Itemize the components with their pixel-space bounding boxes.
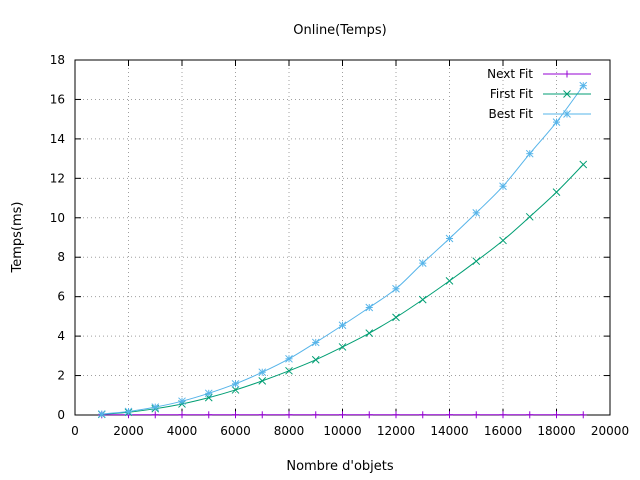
data-point [553,411,560,419]
y-tick-label: 16 [50,92,65,106]
data-point [231,386,240,394]
x-tick-label: 4000 [167,424,198,438]
legend-item: First Fit [490,87,591,101]
data-point [258,411,266,419]
data-point [579,81,588,90]
data-point [525,149,534,158]
data-point [579,411,587,419]
data-point [285,411,293,419]
y-tick-label: 10 [50,211,65,225]
data-point [579,160,588,169]
y-tick-label: 14 [50,132,65,146]
x-tick-label: 16000 [484,424,522,438]
y-tick-label: 12 [50,171,65,185]
x-tick-label: 14000 [430,424,468,438]
data-point [365,303,374,312]
data-point [285,354,293,363]
x-axis-label: Nombre d'objets [286,459,394,474]
data-point [445,277,454,285]
data-point [97,410,106,418]
data-point [419,411,427,419]
legend-label: Best Fit [489,107,534,121]
data-point [472,411,480,419]
data-point [499,236,507,245]
series-first-fit [97,160,588,419]
data-point [311,338,320,347]
data-point [418,259,427,267]
legend-item: Best Fit [489,107,591,121]
data-point [338,343,347,351]
x-tick-label: 20000 [591,424,629,438]
data-point [365,329,374,338]
chart-title: Online(Temps) [293,23,387,38]
data-point [552,188,561,196]
data-point [499,182,507,191]
x-tick-label: 12000 [377,424,415,438]
data-point [312,411,320,419]
data-point [178,411,186,419]
series-next-fit [98,411,587,419]
data-point [285,366,293,375]
data-point [446,411,453,419]
data-point [525,212,534,221]
y-axis-label: Temps(ms) [10,202,25,274]
data-point [552,118,561,126]
x-tick-label: 0 [71,424,79,438]
legend: Next Fit First Fit Best Fit [487,67,591,121]
legend-marker [563,110,571,118]
data-point [526,411,534,419]
data-point [151,403,160,411]
y-tick-label: 6 [57,290,65,304]
legend-marker [563,70,571,78]
y-tick-label: 4 [57,329,65,343]
x-tick-label: 10000 [323,424,361,438]
data-point [418,295,427,304]
data-point [472,208,481,217]
legend-label: First Fit [490,87,533,101]
data-point [392,284,400,293]
x-tick-label: 18000 [537,424,575,438]
data-point [365,411,373,419]
y-tick-label: 0 [57,408,65,422]
data-point [472,257,481,266]
data-point [205,411,213,419]
data-point [258,368,267,377]
series-best-fit [97,81,588,418]
legend-item: Next Fit [487,67,591,81]
data-point [392,411,400,419]
y-tick-label: 18 [50,53,65,67]
data-point [339,411,346,419]
y-tick-label: 2 [57,369,65,383]
data-point [178,397,186,406]
data-point [232,411,239,419]
data-point [311,355,320,364]
data-point [151,411,159,419]
data-point [392,313,400,322]
data-point [124,407,133,416]
y-tick-labels: 0 2 4 6 8 10 12 14 16 18 [50,53,65,422]
data-point [204,389,213,398]
data-point [445,234,454,243]
x-tick-label: 8000 [274,424,305,438]
series-layer [97,81,588,419]
x-tick-label: 2000 [113,424,144,438]
data-point [338,321,347,330]
legend-label: Next Fit [487,67,533,81]
y-tick-label: 8 [57,250,65,264]
x-tick-labels: 0 2000 4000 6000 8000 10000 12000 14000 16000 180… [71,424,629,438]
data-point [499,411,507,419]
data-point [258,377,267,385]
grid-lines [75,60,610,415]
legend-marker [563,90,571,98]
data-point [231,379,240,388]
x-tick-label: 6000 [220,424,251,438]
